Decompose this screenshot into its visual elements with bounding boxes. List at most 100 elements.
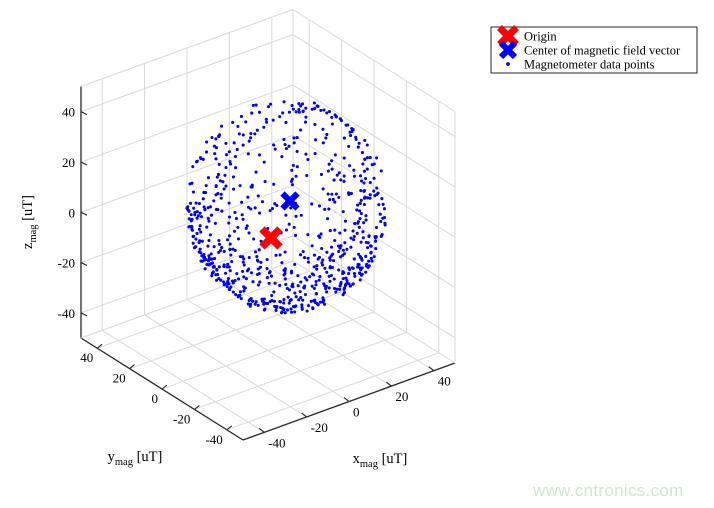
legend-box <box>490 26 698 74</box>
data-point <box>328 198 332 202</box>
data-point <box>325 111 329 115</box>
data-point <box>325 270 329 274</box>
data-point <box>337 268 341 272</box>
data-point <box>217 277 221 281</box>
data-point <box>280 261 284 265</box>
data-point <box>374 247 378 251</box>
data-point <box>297 110 301 114</box>
data-point <box>315 267 319 271</box>
data-point <box>294 304 298 308</box>
z-axis-label: zmag [uT] <box>20 195 39 249</box>
data-point <box>293 262 297 267</box>
tick-mark-y <box>96 343 103 349</box>
tick-label-y: 40 <box>80 350 93 365</box>
data-point <box>210 135 214 140</box>
data-point <box>302 256 307 260</box>
data-point <box>216 208 220 212</box>
data-point <box>246 205 251 209</box>
box-edge-top-left <box>80 9 294 87</box>
data-point <box>382 207 387 211</box>
data-point <box>273 202 277 206</box>
data-point <box>235 147 239 151</box>
data-point <box>270 206 275 211</box>
data-point <box>338 284 342 288</box>
data-point <box>202 190 206 195</box>
data-point <box>317 278 321 282</box>
data-point <box>190 181 194 185</box>
origin-marker[interactable] <box>259 226 283 250</box>
tick-mark-z <box>80 262 88 267</box>
data-point <box>296 284 300 288</box>
data-point <box>351 229 355 233</box>
data-point <box>317 204 322 208</box>
data-point <box>342 271 346 275</box>
data-point <box>251 103 255 107</box>
data-point <box>219 192 223 196</box>
data-point <box>249 132 253 136</box>
data-point <box>305 278 309 282</box>
data-point <box>241 143 245 147</box>
data-point <box>190 228 195 232</box>
data-point <box>195 216 199 220</box>
data-point <box>192 246 196 250</box>
data-point <box>228 242 232 246</box>
data-point <box>236 295 240 299</box>
data-point <box>360 266 364 270</box>
data-point <box>242 263 246 267</box>
data-point <box>314 138 318 142</box>
tick-mark-x <box>386 381 392 387</box>
data-point <box>295 149 299 153</box>
special-markers-layer <box>259 191 300 250</box>
data-point <box>328 265 332 269</box>
data-point <box>254 300 258 304</box>
tick-label-z: -20 <box>58 256 75 271</box>
data-point <box>299 104 303 108</box>
data-point <box>249 302 253 306</box>
legend-label-2[interactable]: Magnetometer data points <box>524 58 655 72</box>
data-point <box>301 250 305 254</box>
data-point <box>372 255 376 259</box>
data-point <box>257 211 262 215</box>
data-point <box>341 253 345 257</box>
data-point <box>236 124 240 128</box>
data-point <box>263 307 267 311</box>
data-point <box>364 214 368 218</box>
data-point <box>266 105 271 109</box>
data-point <box>244 277 248 281</box>
data-point <box>341 248 345 252</box>
grid-line-floor-y <box>161 311 375 390</box>
legend-marker-center[interactable] <box>498 40 518 60</box>
data-point <box>209 213 214 217</box>
data-point <box>328 256 332 260</box>
data-point <box>268 209 272 213</box>
data-point <box>362 181 366 185</box>
z-axis-label-text: zmag [uT] <box>20 195 39 249</box>
data-point <box>320 261 324 265</box>
data-point <box>245 224 249 228</box>
data-point <box>368 156 372 160</box>
legend-label-1[interactable]: Center of magnetic field vector <box>524 44 681 58</box>
data-point <box>284 213 288 217</box>
data-point <box>333 153 337 157</box>
data-point <box>217 239 221 243</box>
center-marker[interactable] <box>280 191 300 211</box>
data-points-layer <box>185 100 387 315</box>
tick-label-x: 40 <box>438 374 451 389</box>
data-point <box>233 210 237 215</box>
data-point <box>218 133 222 137</box>
data-point <box>188 201 193 205</box>
tick-mark-z <box>80 211 88 216</box>
data-point <box>227 215 231 219</box>
data-point <box>361 230 365 234</box>
data-point <box>364 264 369 268</box>
legend-label-0[interactable]: Origin <box>524 30 557 44</box>
tick-mark-x <box>258 427 265 433</box>
data-point <box>314 283 318 287</box>
tick-label-y: 20 <box>113 371 126 386</box>
data-point <box>201 197 205 201</box>
tick-marks <box>80 111 435 433</box>
data-point <box>215 175 219 179</box>
y-axis-label-text: ymag [uT] <box>108 449 163 468</box>
data-point <box>273 147 277 151</box>
